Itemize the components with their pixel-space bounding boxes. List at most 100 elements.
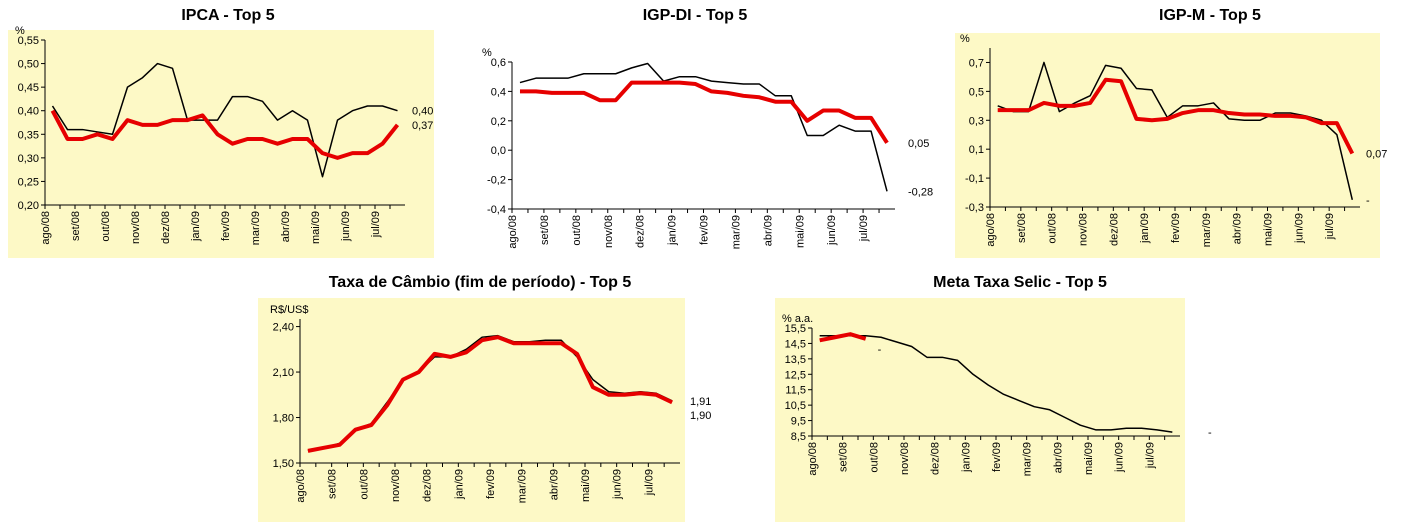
- x-tick-label: jan/09: [453, 469, 465, 500]
- y-axis-unit: %: [15, 25, 25, 37]
- chart-background: [258, 298, 685, 522]
- x-tick-label: jul/09: [643, 469, 655, 496]
- x-tick-label: out/08: [358, 469, 370, 500]
- x-tick-label: ago/08: [807, 442, 819, 476]
- line-chart: IGP-DI - Top 5% -0,4 -0,2 0,0 0,2 0,4 0,6 ago/0…: [470, 7, 933, 258]
- x-tick-label: mar/09: [730, 215, 742, 249]
- x-tick-label: ago/08: [507, 215, 519, 249]
- x-tick-label: mar/09: [517, 469, 529, 503]
- y-tick-label: 2,10: [273, 367, 294, 379]
- y-tick-label: 0,45: [18, 82, 39, 94]
- x-tick-label: fev/09: [699, 215, 711, 245]
- line-chart: Meta Taxa Selic - Top 5 % a.a. 8,5 9,5 10,5 1…: [775, 274, 1212, 522]
- series-line: [51, 62, 398, 178]
- x-tick-label: nov/08: [130, 211, 142, 244]
- end-label: 0,37: [412, 120, 433, 132]
- y-tick-label: 12,5: [785, 369, 806, 381]
- end-label: 1,91: [690, 396, 711, 408]
- end-label: 0,07: [1366, 149, 1387, 161]
- series-line: [519, 80, 889, 144]
- x-tick-label: set/08: [1016, 213, 1028, 243]
- y-tick-label: 0,5: [969, 86, 984, 98]
- chart-title: IPCA - Top 5: [181, 7, 274, 24]
- x-tick-label: dez/08: [930, 442, 942, 475]
- x-tick-label: set/08: [70, 211, 82, 241]
- x-tick-label: out/08: [1047, 213, 1059, 244]
- x-tick-label: dez/08: [160, 211, 172, 244]
- y-tick-label: 0,55: [18, 35, 39, 47]
- y-tick-label: -0,3: [965, 202, 984, 214]
- end-label: -: [1208, 427, 1212, 439]
- x-tick-label: jun/09: [826, 215, 838, 246]
- x-tick-label: fev/09: [1170, 213, 1182, 243]
- x-tick-label: dez/08: [1108, 213, 1120, 246]
- x-tick-label: jan/09: [190, 211, 202, 242]
- series-line: [819, 334, 1173, 433]
- y-tick-label: 15,5: [785, 323, 806, 335]
- x-tick-label: set/08: [327, 469, 339, 499]
- x-tick-label: nov/08: [603, 215, 615, 248]
- end-label: -: [878, 344, 882, 356]
- x-tick-label: jul/09: [858, 215, 870, 242]
- x-tick-label: nov/08: [390, 469, 402, 502]
- y-tick-label: 0,6: [491, 57, 506, 69]
- y-tick-label: -0,2: [487, 175, 506, 187]
- x-tick-label: abr/09: [548, 469, 560, 500]
- y-tick-label: 0,50: [18, 59, 39, 71]
- y-tick-label: 1,50: [273, 458, 294, 470]
- x-tick-label: set/08: [539, 215, 551, 245]
- y-axis-unit: %: [960, 33, 970, 45]
- x-tick-label: ago/08: [295, 469, 307, 503]
- x-tick-label: nov/08: [1078, 213, 1090, 246]
- x-tick-label: jul/09: [1144, 442, 1156, 469]
- x-tick-label: out/08: [868, 442, 880, 473]
- series-line: [997, 77, 1355, 155]
- y-tick-label: 10,5: [785, 400, 806, 412]
- chart-background: [955, 33, 1380, 258]
- x-tick-label: ago/08: [985, 213, 997, 247]
- x-tick-label: ago/08: [40, 211, 52, 245]
- y-tick-label: 0,35: [18, 129, 39, 141]
- x-tick-label: jun/09: [612, 469, 624, 500]
- x-tick-label: fev/09: [220, 211, 232, 241]
- y-axis-unit: % a.a.: [782, 313, 813, 325]
- x-tick-label: set/08: [838, 442, 850, 472]
- x-tick-label: dez/08: [422, 469, 434, 502]
- line-chart: IGP-M - Top 5% -0,3 -0,1 0,1 0,3 0,5 0,7 ago/08…: [955, 7, 1387, 258]
- x-tick-label: jan/09: [960, 442, 972, 473]
- y-axis-unit: %: [482, 47, 492, 59]
- y-tick-label: 0,4: [491, 86, 506, 98]
- y-tick-label: -0,4: [487, 204, 506, 216]
- x-tick-label: mai/09: [1083, 442, 1095, 475]
- x-tick-label: jul/09: [1324, 213, 1336, 240]
- end-label: -: [1366, 195, 1370, 207]
- x-tick-label: jun/09: [1293, 213, 1305, 244]
- chart-background: [470, 30, 910, 258]
- x-tick-label: mar/09: [1201, 213, 1213, 247]
- line-chart: Taxa de Câmbio (fim de período) - Top 5 R…: [258, 274, 711, 522]
- x-tick-label: nov/08: [899, 442, 911, 475]
- y-tick-label: 0,20: [18, 200, 39, 212]
- y-tick-label: 13,5: [785, 354, 806, 366]
- x-tick-label: abr/09: [1052, 442, 1064, 473]
- chart-title: Taxa de Câmbio (fim de período) - Top 5: [329, 274, 632, 291]
- x-tick-label: jan/09: [1139, 213, 1151, 244]
- series-line: [819, 332, 867, 343]
- x-tick-label: jan/09: [667, 215, 679, 246]
- x-tick-label: mai/09: [794, 215, 806, 248]
- x-tick-label: jun/09: [1114, 442, 1126, 473]
- x-tick-label: mar/09: [250, 211, 262, 245]
- chart-background: [775, 298, 1185, 522]
- series-line: [519, 62, 888, 192]
- y-tick-label: 9,5: [791, 416, 806, 428]
- y-tick-label: 0,1: [969, 144, 984, 156]
- chart-title: IGP-M - Top 5: [1159, 7, 1261, 24]
- x-tick-label: out/08: [571, 215, 583, 246]
- y-tick-label: 1,80: [273, 413, 294, 425]
- end-label: 0,40: [412, 106, 433, 118]
- x-tick-label: abr/09: [762, 215, 774, 246]
- y-tick-label: 0,3: [969, 115, 984, 127]
- end-label: -0,28: [908, 186, 933, 198]
- x-tick-label: mai/09: [1263, 213, 1275, 246]
